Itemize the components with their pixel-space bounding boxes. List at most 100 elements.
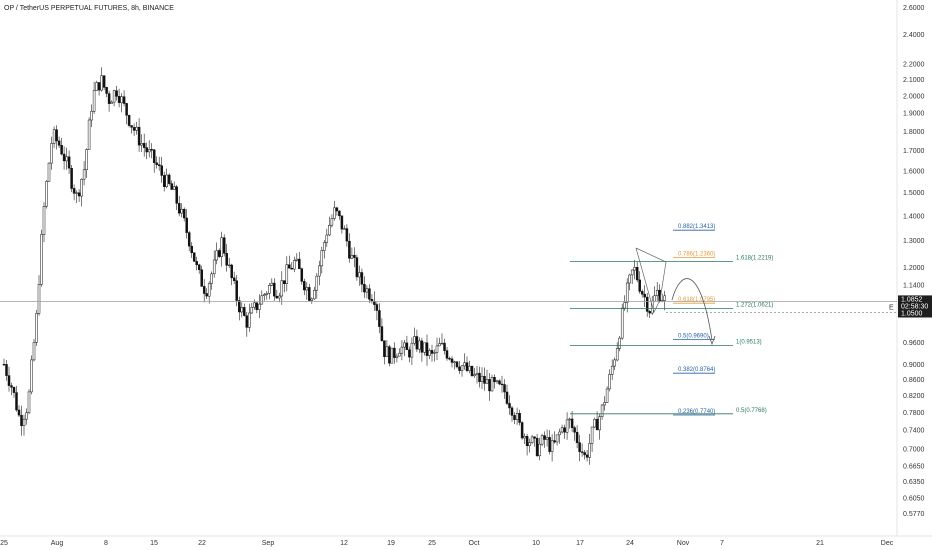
time-axis[interactable]: 25 Aug 8 15 22 Sep 12 19 25 Oct 10 17 24 Nov 7 21 Dec xyxy=(0,540,894,547)
candle-body xyxy=(663,295,666,301)
candle-body xyxy=(348,240,351,259)
current-price-value: 1.0852 xyxy=(901,296,923,303)
candle-body xyxy=(523,435,526,439)
candle-body xyxy=(358,272,361,278)
candle-body xyxy=(490,377,494,392)
candle-body xyxy=(70,168,73,189)
fib-label: 0.382(0.8764) xyxy=(678,367,715,373)
y-tick-label: 2.1000 xyxy=(903,77,925,84)
y-tick-label: 0.9600 xyxy=(903,340,925,347)
candle-body xyxy=(615,348,619,361)
candle-body xyxy=(7,375,11,386)
x-tick-label: Aug xyxy=(51,540,64,547)
candle-body xyxy=(62,153,66,162)
ext-label: 1.618(1.2219) xyxy=(736,256,773,262)
y-tick-label: 1.5000 xyxy=(903,190,925,197)
candle-body xyxy=(355,257,359,278)
candle-body xyxy=(568,418,571,421)
candle-body xyxy=(375,304,379,311)
level-value: 1.0500 xyxy=(901,311,923,318)
y-tick-label: 0.8200 xyxy=(903,393,925,400)
candle-body xyxy=(120,96,123,104)
price-axis[interactable]: 2.6000 2.4000 2.2000 2.1000 2.0000 1.9000 1.80… xyxy=(903,5,925,518)
candle-body xyxy=(152,149,156,163)
candle-body xyxy=(67,156,71,169)
candle-body xyxy=(603,402,606,406)
candle-body xyxy=(100,75,103,91)
candle-body xyxy=(253,302,256,308)
candle-body xyxy=(30,359,33,393)
candle-body xyxy=(640,291,644,295)
candle-body xyxy=(155,162,158,165)
y-tick-label: 2.2000 xyxy=(903,61,925,68)
fib-label: 0.618(1.0795) xyxy=(678,297,715,303)
candle-body xyxy=(605,388,609,403)
y-tick-label: 0.8600 xyxy=(903,377,925,384)
candle-body xyxy=(150,149,153,151)
candle-body xyxy=(563,427,566,433)
y-tick-label: 1.7000 xyxy=(903,148,925,155)
candle-body xyxy=(250,306,254,314)
pattern-shape xyxy=(635,247,667,313)
fib-retracement: 0.882(1.3413) 0.786(1.2360) 0.618(1.0795) 0… xyxy=(570,224,773,416)
candle-body xyxy=(117,96,121,103)
candles xyxy=(2,67,666,465)
candle-body xyxy=(440,342,444,345)
candle-body xyxy=(653,295,656,302)
candle-body xyxy=(425,342,429,356)
candle-body xyxy=(343,228,346,230)
candle-body xyxy=(180,208,183,214)
candle-body xyxy=(318,265,321,277)
candle-body xyxy=(243,307,246,316)
candle-body xyxy=(398,352,401,357)
candle-body xyxy=(197,264,201,270)
x-tick-label: 24 xyxy=(626,540,634,547)
candle-body xyxy=(588,443,591,458)
y-tick-label: 0.5770 xyxy=(903,511,925,518)
candle-body xyxy=(510,407,514,416)
candle-body xyxy=(620,307,624,339)
candle-body xyxy=(265,293,269,295)
candle-body xyxy=(280,280,284,297)
candle-body xyxy=(333,207,336,219)
candle-body xyxy=(538,443,541,457)
candle-body xyxy=(217,250,221,257)
candle-body xyxy=(137,126,141,146)
candle-body xyxy=(185,217,188,233)
candle-body xyxy=(628,274,631,284)
candle-body xyxy=(273,282,276,297)
candle-body xyxy=(260,295,264,305)
y-tick-label: 2.4000 xyxy=(903,32,925,39)
candle-body xyxy=(310,298,314,301)
candle-body xyxy=(380,326,384,341)
candle-body xyxy=(25,412,28,420)
candle-body xyxy=(227,264,231,267)
candle-body xyxy=(293,260,296,270)
candle-body xyxy=(463,362,466,367)
candle-body xyxy=(460,365,464,371)
candle-body xyxy=(410,342,414,358)
candle-body xyxy=(430,350,434,354)
candle-body xyxy=(370,299,374,302)
candle-body xyxy=(27,391,31,413)
y-tick-label: 2.6000 xyxy=(903,5,925,12)
candle-body xyxy=(127,115,131,126)
candle-body xyxy=(172,186,176,190)
candle-body xyxy=(288,264,291,269)
candle-body xyxy=(162,175,166,187)
candle-body xyxy=(360,272,364,285)
candle-body xyxy=(485,379,489,384)
candle-body xyxy=(580,451,584,453)
candle-body xyxy=(403,342,406,348)
candle-body xyxy=(543,435,546,440)
candle-body xyxy=(313,289,316,300)
y-tick-label: 0.7800 xyxy=(903,410,925,417)
candle-body xyxy=(453,361,456,363)
candle-body xyxy=(433,352,436,354)
candle-body xyxy=(335,207,339,212)
candle-body xyxy=(363,284,366,293)
candle-body xyxy=(215,250,218,261)
